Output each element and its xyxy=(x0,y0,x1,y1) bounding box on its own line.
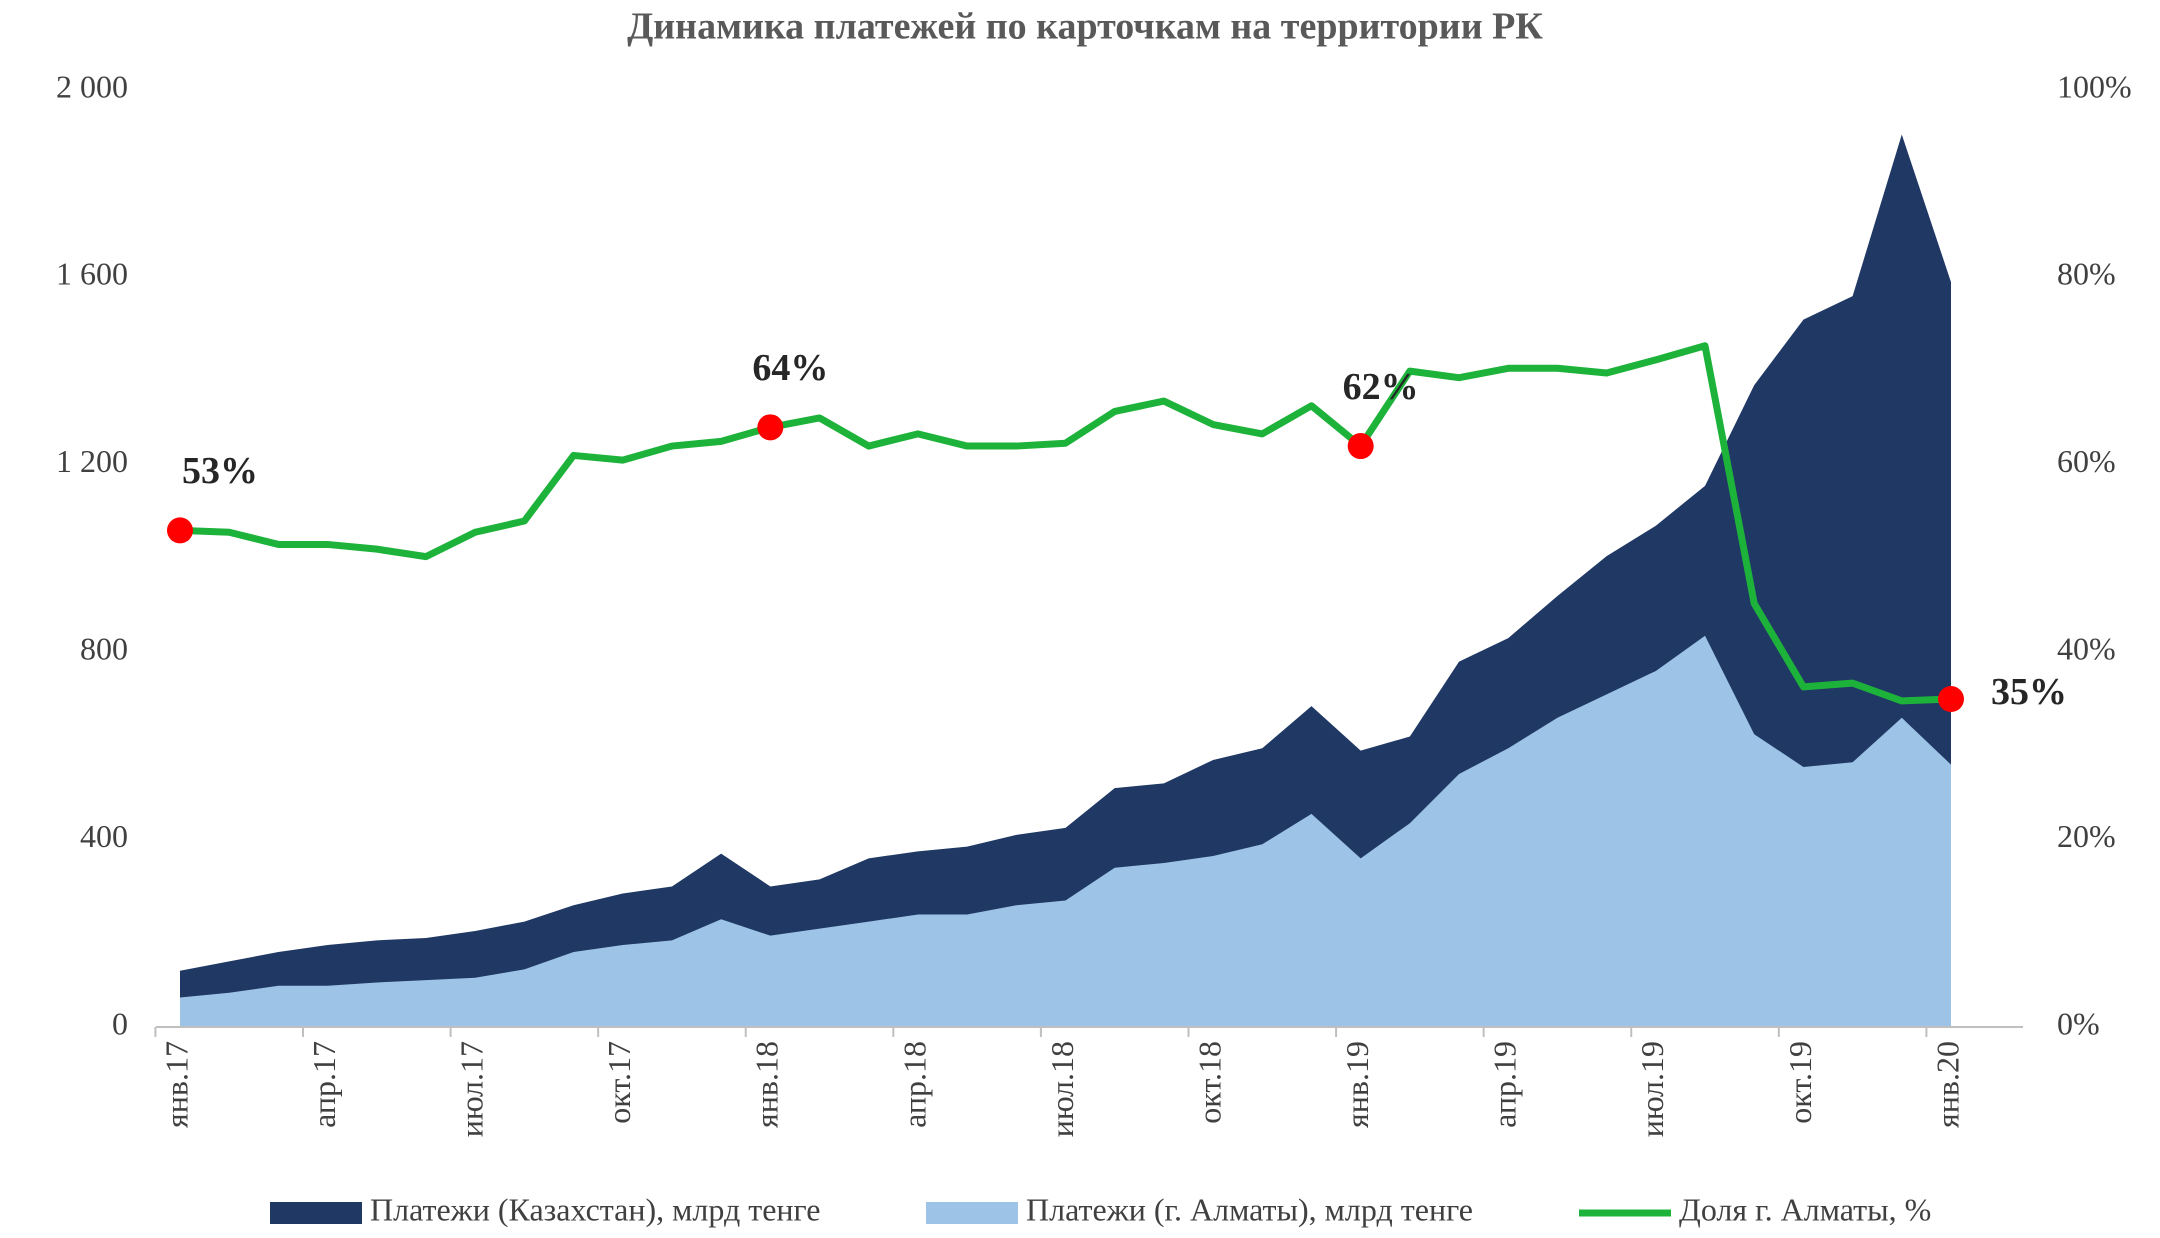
legend-label: Доля г. Алматы, % xyxy=(1679,1191,1931,1227)
area xyxy=(180,635,1951,1027)
y-tick-label: 1 600 xyxy=(56,256,128,292)
x-tick-label: янв.17 xyxy=(158,1041,194,1128)
x-tick-label: янв.20 xyxy=(1929,1041,1965,1128)
x-tick-label: окт.18 xyxy=(1191,1041,1227,1124)
chart-title: Динамика платежей по карточкам на террит… xyxy=(627,6,1543,48)
highlight-point xyxy=(167,517,193,544)
x-tick-label: апр.19 xyxy=(1487,1041,1523,1128)
x-tick-label: июл.19 xyxy=(1634,1041,1670,1137)
y2-tick-label: 0% xyxy=(2057,1005,2100,1041)
data-label: 35% xyxy=(1991,671,2067,713)
data-label: 62% xyxy=(1343,366,1419,408)
legend-swatch xyxy=(270,1202,362,1224)
data-label: 64% xyxy=(752,347,828,389)
y-tick-label: 400 xyxy=(80,818,128,854)
x-tick-label: апр.18 xyxy=(896,1041,932,1128)
y2-tick-label: 80% xyxy=(2057,256,2116,292)
highlight-point xyxy=(757,414,784,441)
y2-tick-label: 20% xyxy=(2057,818,2116,854)
x-tick-label: апр.17 xyxy=(306,1041,342,1128)
x-tick-label: июл.18 xyxy=(1044,1041,1080,1137)
data-label: 53% xyxy=(182,450,258,492)
line xyxy=(179,342,1952,705)
y-tick-label: 800 xyxy=(80,631,128,667)
y-tick-label: 1 200 xyxy=(56,443,128,479)
legend-label: Платежи (г. Алматы), млрд тенге xyxy=(1026,1191,1473,1227)
y2-tick-label: 60% xyxy=(2057,443,2116,479)
legend-label: Платежи (Казахстан), млрд тенге xyxy=(370,1191,820,1227)
legend-swatch xyxy=(926,1202,1018,1224)
highlight-point xyxy=(1938,686,1964,713)
x-tick-label: окт.19 xyxy=(1782,1041,1818,1124)
y-tick-label: 2 000 xyxy=(56,68,128,104)
y-tick-label: 0 xyxy=(112,1005,128,1041)
x-tick-label: окт.17 xyxy=(601,1041,637,1124)
x-tick-label: июл.17 xyxy=(454,1041,490,1137)
y2-tick-label: 100% xyxy=(2057,68,2132,104)
x-tick-label: янв.18 xyxy=(749,1041,785,1128)
y2-tick-label: 40% xyxy=(2057,631,2116,667)
highlight-point xyxy=(1347,433,1374,460)
x-tick-label: янв.19 xyxy=(1339,1041,1375,1128)
